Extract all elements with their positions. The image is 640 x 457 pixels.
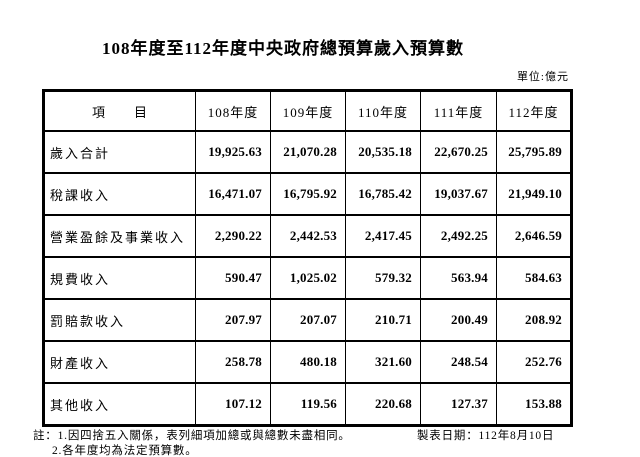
cell-value: 1,025.02 [270,256,346,300]
header-year-109: 109年度 [270,89,346,132]
table-header-row: 項 目 108年度 109年度 110年度 111年度 112年度 [43,89,572,132]
cell-value: 252.76 [496,340,572,384]
cell-value: 584.63 [496,256,572,300]
row-label: 財產收入 [43,340,196,384]
cell-value: 21,949.10 [496,172,572,216]
cell-value: 2,442.53 [270,214,346,258]
cell-value: 258.78 [195,340,271,384]
cell-value: 220.68 [345,382,421,427]
cell-value: 20,535.18 [345,130,421,174]
cell-value: 19,925.63 [195,130,271,174]
cell-value: 207.97 [195,298,271,342]
cell-value: 16,795.92 [270,172,346,216]
row-label: 營業盈餘及事業收入 [43,214,196,258]
cell-value: 207.07 [270,298,346,342]
footnote-line-2: 2.各年度均為法定預算數。 [52,445,198,457]
cell-value: 2,492.25 [420,214,497,258]
cell-value: 16,471.07 [195,172,271,216]
cell-value: 16,785.42 [345,172,421,216]
report-date-label: 製表日期：112年8月10日 [417,430,555,442]
cell-value: 248.54 [420,340,497,384]
cell-value: 119.56 [270,382,346,427]
row-label: 罰賠款收入 [43,298,196,342]
table-row-fines-revenue: 罰賠款收入 207.97 207.07 210.71 200.49 208.92 [43,298,572,342]
cell-value: 480.18 [270,340,346,384]
row-label: 稅課收入 [43,172,196,216]
cell-value: 2,290.22 [195,214,271,258]
cell-value: 579.32 [345,256,421,300]
header-item-column: 項 目 [43,89,196,132]
budget-table: 項 目 108年度 109年度 110年度 111年度 112年度 歲入合計 1… [42,89,573,427]
row-label: 規費收入 [43,256,196,300]
header-year-110: 110年度 [345,89,421,132]
cell-value: 21,070.28 [270,130,346,174]
table-row-fees-revenue: 規費收入 590.47 1,025.02 579.32 563.94 584.6… [43,256,572,300]
unit-label: 單位:億元 [516,71,569,83]
footnote-line-1: 註：1.因四捨五入關係，表列細項加總或與總數未盡相同。 [33,430,351,442]
row-label: 其他收入 [43,382,196,427]
table-row-total-revenue: 歲入合計 19,925.63 21,070.28 20,535.18 22,67… [43,130,572,174]
cell-value: 321.60 [345,340,421,384]
cell-value: 2,646.59 [496,214,572,258]
cell-value: 25,795.89 [496,130,572,174]
cell-value: 200.49 [420,298,497,342]
table-row-property-revenue: 財產收入 258.78 480.18 321.60 248.54 252.76 [43,340,572,384]
cell-value: 127.37 [420,382,497,427]
cell-value: 563.94 [420,256,497,300]
table-row-tax-revenue: 稅課收入 16,471.07 16,795.92 16,785.42 19,03… [43,172,572,216]
page-title: 108年度至112年度中央政府總預算歲入預算數 [101,39,465,58]
cell-value: 2,417.45 [345,214,421,258]
header-year-111: 111年度 [420,89,497,132]
table-row-other-revenue: 其他收入 107.12 119.56 220.68 127.37 153.88 [43,382,572,427]
cell-value: 19,037.67 [420,172,497,216]
cell-value: 107.12 [195,382,271,427]
cell-value: 208.92 [496,298,572,342]
cell-value: 590.47 [195,256,271,300]
cell-value: 210.71 [345,298,421,342]
header-year-108: 108年度 [195,89,271,132]
table-row-surplus-enterprise-revenue: 營業盈餘及事業收入 2,290.22 2,442.53 2,417.45 2,4… [43,214,572,258]
header-year-112: 112年度 [496,89,572,132]
cell-value: 22,670.25 [420,130,497,174]
row-label: 歲入合計 [43,130,196,174]
cell-value: 153.88 [496,382,572,427]
